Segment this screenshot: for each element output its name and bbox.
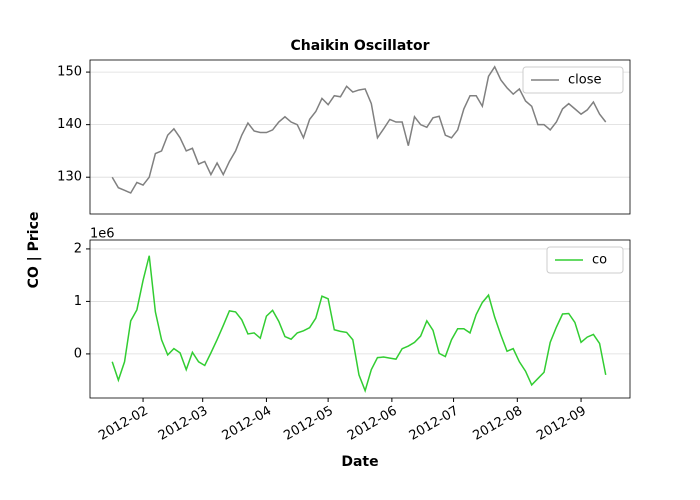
- legend-label: close: [568, 73, 601, 88]
- y-tick-label: 130: [57, 170, 82, 185]
- y-tick-label: 140: [57, 117, 82, 132]
- y-tick-label: 150: [57, 65, 82, 80]
- y-tick-label: 1: [74, 294, 82, 309]
- x-axis-label: Date: [341, 454, 378, 470]
- y-offset-label: 1e6: [90, 227, 115, 242]
- chart-title: Chaikin Oscillator: [290, 38, 429, 54]
- y-tick-label: 2: [74, 241, 82, 256]
- legend-label: co: [592, 253, 607, 268]
- line-series: [111, 255, 607, 393]
- y-axis-label: CO | Price: [26, 212, 42, 289]
- plot-frame: [89, 59, 631, 215]
- legend-box: [546, 246, 624, 274]
- line-series: [111, 65, 607, 194]
- legend-box: [522, 66, 624, 94]
- y-tick-label: 0: [74, 346, 82, 361]
- plot-frame: [89, 239, 631, 399]
